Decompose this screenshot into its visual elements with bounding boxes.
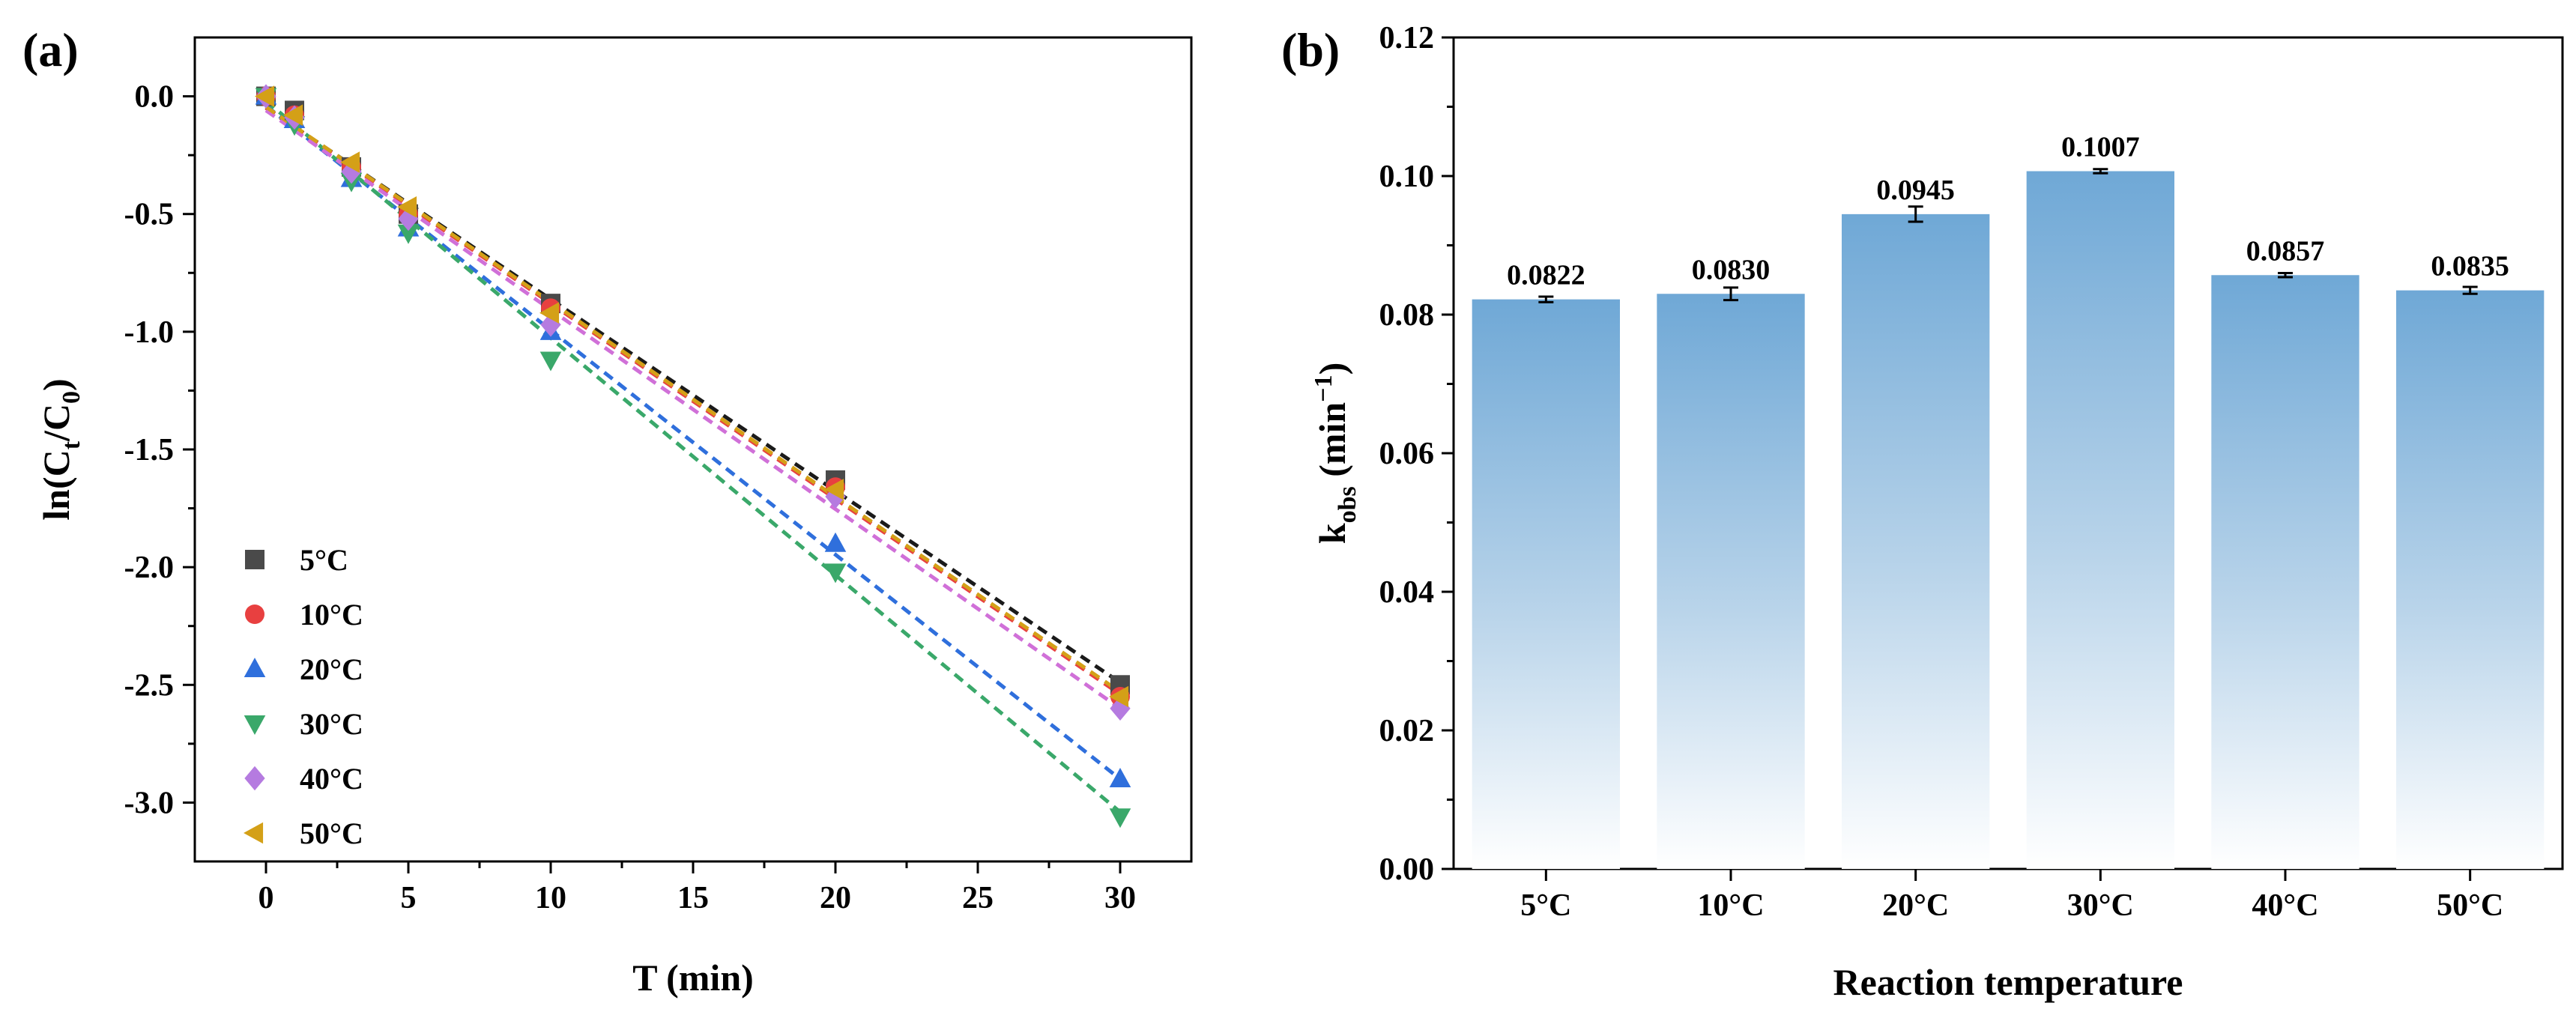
panel-a-fit-lines <box>264 99 1122 814</box>
bar-1 <box>1472 299 1620 869</box>
panel-b-y-axis-title: kobs (min−1) <box>1310 363 1361 544</box>
panel-a-label: (a) <box>22 23 79 76</box>
y-tick-label: 0.12 <box>1379 21 1435 55</box>
y-tick-label: 0.00 <box>1379 852 1435 887</box>
legend-marker-series-2 <box>245 605 264 624</box>
fit-line-series-3 <box>264 104 1122 781</box>
y-tick-label: -2.0 <box>124 551 175 585</box>
x-tick-label: 15 <box>677 881 709 915</box>
data-point-series-4 <box>1109 808 1131 828</box>
fit-line-series-6 <box>264 105 1122 694</box>
bar-value-label-5: 0.0857 <box>2246 235 2325 267</box>
y-tick-label: 0.0 <box>135 80 175 115</box>
data-point-series-6 <box>340 151 360 173</box>
x-tick-label: 25 <box>962 881 994 915</box>
bar-3 <box>1842 213 1990 869</box>
bar-value-label-1: 0.0822 <box>1507 260 1585 291</box>
y-tick-label: -0.5 <box>124 198 175 232</box>
panel-a-axes: 0 5 10 15 20 25 30 0.0 -0.5 -1.0 -1.5 -2.0 -2.5 -3.0 <box>124 80 1137 915</box>
panel-b-chart: (b) 0.0822 0.0830 0.0945 0.1007 0.0857 0.0835… <box>1281 21 2564 1003</box>
x-category-label-5: 40°C <box>2252 888 2318 923</box>
legend-marker-series-4 <box>244 715 266 735</box>
y-tick-label: -1.0 <box>124 315 175 350</box>
data-point-series-4 <box>824 563 847 584</box>
panel-b-label: (b) <box>1281 23 1340 76</box>
legend-label-series-6: 50°C <box>300 817 363 850</box>
y-tick-label: -1.5 <box>124 433 175 467</box>
data-point-series-6 <box>255 85 275 107</box>
data-point-series-6 <box>283 104 303 127</box>
y-tick-label: 0.04 <box>1379 575 1435 610</box>
bar-6 <box>2396 290 2545 869</box>
y-tick-label: -2.5 <box>124 668 175 703</box>
panel-b-x-axis-title: Reaction temperature <box>1833 961 2183 1003</box>
panel-a-y-axis-title: ln(Ct/C0) <box>35 378 85 520</box>
data-point-series-4 <box>539 351 562 372</box>
x-tick-label: 0 <box>258 881 274 915</box>
legend-marker-series-1 <box>245 550 264 569</box>
data-point-series-3 <box>1109 768 1131 788</box>
legend-marker-series-6 <box>244 822 264 844</box>
x-tick-label: 5 <box>401 881 417 915</box>
bar-4 <box>2026 171 2174 869</box>
panel-a-x-axis-title: T (min) <box>632 957 754 999</box>
x-category-label-6: 50°C <box>2437 888 2503 923</box>
data-point-series-5 <box>341 159 362 184</box>
panel-a-legend: 5°C 10°C 20°C 30°C 40°C 50°C <box>244 543 363 850</box>
bar-value-label-3: 0.0945 <box>1876 175 1955 206</box>
bar-value-label-2: 0.0830 <box>1692 254 1771 285</box>
data-point-series-6 <box>397 196 417 218</box>
x-tick-label: 10 <box>535 881 566 915</box>
data-point-series-6 <box>1109 685 1129 708</box>
y-tick-label: 0.10 <box>1379 160 1435 194</box>
bar-2 <box>1657 294 1805 869</box>
data-point-series-6 <box>824 479 844 500</box>
x-tick-label: 30 <box>1104 881 1136 915</box>
x-category-label-3: 20°C <box>1882 888 1949 923</box>
fit-line-series-1 <box>264 106 1122 685</box>
bar-5 <box>2211 275 2359 869</box>
fit-line-series-4 <box>264 99 1122 814</box>
bar-value-label-4: 0.1007 <box>2061 132 2140 163</box>
y-tick-label: 0.06 <box>1379 437 1435 471</box>
legend-marker-series-3 <box>244 658 266 678</box>
legend-label-series-2: 10°C <box>300 598 363 631</box>
x-category-label-1: 5°C <box>1520 888 1571 923</box>
x-category-label-4: 30°C <box>2067 888 2134 923</box>
y-tick-label: -3.0 <box>124 786 175 820</box>
x-tick-label: 20 <box>820 881 851 915</box>
panel-a-data-points <box>255 84 1131 828</box>
legend-label-series-4: 30°C <box>300 707 363 741</box>
y-tick-label: 0.08 <box>1379 298 1435 333</box>
bar-value-label-6: 0.0835 <box>2431 251 2509 282</box>
legend-label-series-5: 40°C <box>300 762 363 796</box>
data-point-series-4 <box>397 224 420 244</box>
legend-marker-series-5 <box>244 766 265 791</box>
panel-b-bars: 0.0822 0.0830 0.0945 0.1007 0.0857 0.0835 <box>1472 132 2545 869</box>
legend-label-series-1: 5°C <box>300 543 348 577</box>
data-point-series-3 <box>824 532 847 552</box>
data-point-series-6 <box>539 302 560 324</box>
y-tick-label: 0.02 <box>1379 714 1435 748</box>
panel-b-axes: 5°C 10°C 20°C 30°C 40°C 50°C 0.00 0.02 0.04 0.06 0… <box>1379 21 2504 923</box>
x-category-label-2: 10°C <box>1697 888 1764 923</box>
fit-line-series-5 <box>264 109 1122 710</box>
panel-a-chart: (a) 0 5 10 15 20 25 30 0.0 -0.5 -1.0 -1.5 -2.0 -2.5 -… <box>22 23 1193 999</box>
legend-label-series-3: 20°C <box>300 652 363 686</box>
